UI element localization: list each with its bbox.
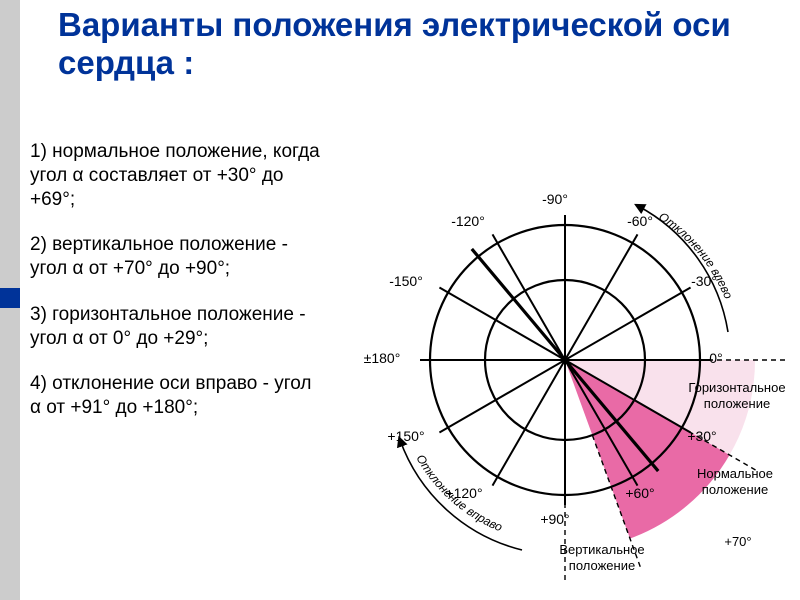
svg-text:-150°: -150°: [389, 273, 423, 289]
svg-text:Горизонтальное: Горизонтальное: [688, 380, 785, 395]
definition-list: 1) нормальное положение, когда угол α со…: [30, 140, 325, 442]
svg-text:+60°: +60°: [625, 485, 654, 501]
svg-text:±180°: ±180°: [364, 350, 401, 366]
slide-title: Варианты положения электрической оси сер…: [58, 6, 800, 82]
svg-text:+90°: +90°: [540, 511, 569, 527]
svg-text:Вертикальное: Вертикальное: [559, 542, 644, 557]
svg-text:0°: 0°: [709, 350, 722, 366]
svg-text:Нормальное: Нормальное: [697, 466, 773, 481]
svg-text:+30°: +30°: [687, 428, 716, 444]
svg-text:положение: положение: [569, 558, 635, 573]
angle-diagram: 0°+30°+60°+90°+120°+150°±180°-150°-120°-…: [340, 150, 790, 570]
svg-text:+150°: +150°: [387, 428, 424, 444]
svg-text:-60°: -60°: [627, 213, 653, 229]
svg-text:-120°: -120°: [451, 213, 485, 229]
list-item: 3) горизонтальное положение - угол α от …: [30, 303, 325, 351]
svg-text:+70°: +70°: [724, 534, 751, 549]
svg-text:-90°: -90°: [542, 191, 568, 207]
svg-text:положение: положение: [704, 396, 770, 411]
list-item: 4) отклонение оси вправо - угол α от +91…: [30, 372, 325, 420]
list-item: 1) нормальное положение, когда угол α со…: [30, 140, 325, 211]
left-accent-square: [0, 288, 20, 308]
svg-text:положение: положение: [702, 482, 768, 497]
list-item: 2) вертикальное положение - угол α от +7…: [30, 233, 325, 281]
